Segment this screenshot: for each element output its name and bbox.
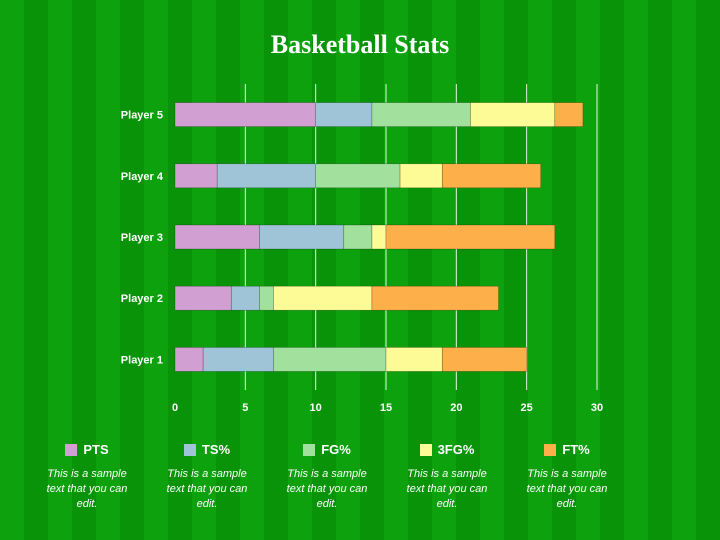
legend-header: 3FG%: [387, 442, 507, 457]
legend-description[interactable]: This is a sample text that you can edit.: [406, 468, 488, 510]
bar-pts-player-4: [174, 163, 218, 189]
legend-swatch: [419, 443, 432, 456]
legend-header: FG%: [267, 442, 387, 457]
legend-description[interactable]: This is a sample text that you can edit.: [46, 468, 128, 510]
bar-tspct-player-2: [230, 285, 260, 311]
bar-fgpct-player-3: [343, 224, 373, 250]
bar-3fgpct-player-2: [273, 285, 373, 311]
bar-tspct-player-4: [216, 163, 316, 189]
y-axis-labels: Player 1 Player 2 Player 3 Player 4 Player 5: [121, 110, 164, 367]
bar-pts-player-1: [174, 347, 204, 372]
bar-pts-player-2: [174, 285, 232, 311]
bar-chart: Player 1 Player 2 Player 3 Player 4 Player 5…: [121, 84, 603, 414]
bars-group: [174, 102, 584, 372]
legend: PTS This is a sample text that you can ed…: [40, 442, 680, 532]
bar-fgpct-player-5: [371, 102, 471, 127]
y-category-label: Player 1: [121, 354, 163, 366]
y-category-label: Player 4: [121, 171, 164, 183]
bar-pts-player-3: [174, 224, 260, 250]
legend-swatch: [303, 443, 316, 456]
legend-label: PTS: [83, 442, 109, 457]
bar-3fgpct-player-5: [470, 102, 556, 127]
x-tick-label: 30: [591, 402, 603, 414]
x-tick-label: 20: [450, 402, 462, 414]
x-tick-label: 10: [310, 402, 322, 414]
bar-tspct-player-3: [259, 224, 345, 250]
chart-title: Basketball Stats: [270, 30, 450, 59]
bar-3fgpct-player-4: [399, 163, 443, 189]
bar-ftpct-player-2: [371, 285, 499, 311]
y-category-label: Player 3: [121, 232, 163, 244]
bar-ftpct-player-3: [385, 224, 556, 250]
legend-description[interactable]: This is a sample text that you can edit.: [286, 468, 368, 510]
bar-fgpct-player-4: [315, 163, 401, 189]
legend-item-3fgpct: 3FG% This is a sample text that you can e…: [387, 442, 507, 512]
legend-swatch: [65, 443, 78, 456]
bar-fgpct-player-2: [259, 285, 274, 311]
bar-ftpct-player-1: [441, 347, 527, 372]
legend-swatch: [183, 443, 196, 456]
legend-description[interactable]: This is a sample text that you can edit.: [166, 468, 248, 510]
legend-item-fgpct: FG% This is a sample text that you can ed…: [267, 442, 387, 512]
x-tick-label: 0: [172, 402, 178, 414]
y-category-label: Player 2: [121, 293, 163, 305]
x-axis-labels: 0 5 10 15 20 25 30: [172, 402, 603, 414]
legend-label: FG%: [321, 442, 351, 457]
legend-header: TS%: [147, 442, 267, 457]
legend-label: 3FG%: [437, 442, 475, 457]
bar-fgpct-player-1: [273, 347, 387, 372]
bar-3fgpct-player-3: [371, 224, 387, 250]
bar-tspct-player-1: [202, 347, 274, 372]
legend-header: FT%: [507, 442, 627, 457]
x-tick-label: 25: [521, 402, 533, 414]
bar-tspct-player-5: [315, 102, 373, 127]
bar-pts-player-5: [174, 102, 316, 127]
bar-ftpct-player-4: [441, 163, 542, 189]
bar-ftpct-player-5: [554, 102, 584, 127]
x-tick-label: 5: [242, 402, 248, 414]
legend-header: PTS: [27, 442, 147, 457]
legend-description[interactable]: This is a sample text that you can edit.: [526, 468, 608, 510]
y-category-label: Player 5: [121, 110, 163, 122]
bar-3fgpct-player-1: [385, 347, 443, 372]
legend-item-ftpct: FT% This is a sample text that you can ed…: [507, 442, 627, 512]
legend-swatch: [544, 443, 557, 456]
legend-label: TS%: [201, 442, 231, 457]
legend-label: FT%: [562, 442, 590, 457]
legend-item-tspct: TS% This is a sample text that you can ed…: [147, 442, 267, 512]
x-tick-label: 15: [380, 402, 392, 414]
legend-item-pts: PTS This is a sample text that you can ed…: [27, 442, 147, 512]
